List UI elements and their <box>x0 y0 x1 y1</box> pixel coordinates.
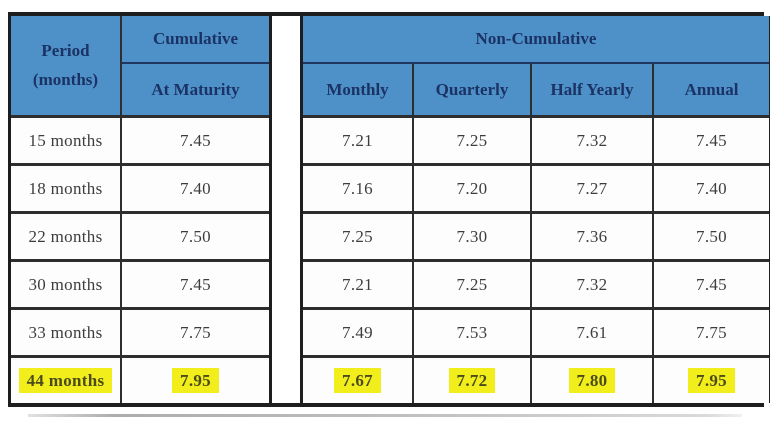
rate-value: 7.40 <box>696 179 727 198</box>
rate-value: 7.36 <box>576 227 608 246</box>
period-value: 18 months <box>28 179 103 198</box>
rate-value-highlighted: 7.95 <box>688 368 735 393</box>
rate-cell: 7.16 <box>303 163 412 211</box>
rate-cell: 7.32 <box>530 259 652 307</box>
rate-cell: 7.45 <box>120 115 269 163</box>
rate-value: 7.21 <box>342 131 373 150</box>
rate-cell: 7.53 <box>412 307 530 355</box>
rate-cell: 7.32 <box>530 115 652 163</box>
monthly-header-cell: Monthly <box>303 64 412 115</box>
period-value: 15 months <box>28 131 103 150</box>
rate-value: 7.16 <box>342 179 373 198</box>
table-shadow <box>28 414 742 417</box>
rate-value: 7.25 <box>342 227 373 246</box>
rate-value: 7.75 <box>696 323 727 342</box>
rate-value: 7.30 <box>456 227 488 246</box>
rate-cell: 7.40 <box>652 163 769 211</box>
rate-value: 7.40 <box>180 179 211 198</box>
non-cumulative-header-cell: Non-Cumulative <box>303 16 769 64</box>
rate-value: 7.21 <box>342 275 373 294</box>
rate-value: 7.50 <box>696 227 727 246</box>
rate-cell: 7.25 <box>412 115 530 163</box>
period-cell: 18 months <box>11 163 120 211</box>
rate-cell: 7.21 <box>303 259 412 307</box>
period-cell: 15 months <box>11 115 120 163</box>
rate-cell: 7.45 <box>120 259 269 307</box>
rate-value-highlighted: 7.67 <box>334 368 381 393</box>
rate-cell: 7.27 <box>530 163 652 211</box>
cumulative-table: Period (months) Cumulative At Maturity 1… <box>8 16 272 403</box>
rate-cell: 7.21 <box>303 115 412 163</box>
rate-cell: 7.40 <box>120 163 269 211</box>
cumulative-header-cell: Cumulative At Maturity <box>120 16 269 115</box>
rate-cell-highlighted: 7.67 <box>303 355 412 403</box>
rate-cell: 7.20 <box>412 163 530 211</box>
annual-header-cell: Annual <box>652 64 769 115</box>
rate-value: 7.75 <box>180 323 211 342</box>
period-header-line2: (months) <box>32 70 99 89</box>
rate-cell: 7.75 <box>120 307 269 355</box>
table-top-border <box>8 12 764 16</box>
table-bottom-border <box>8 403 764 407</box>
rate-cell-highlighted: 7.72 <box>412 355 530 403</box>
rate-value-highlighted: 7.95 <box>172 368 219 393</box>
quarterly-header-cell: Quarterly <box>412 64 530 115</box>
cumulative-group-label: Cumulative <box>122 16 269 64</box>
rate-cell: 7.25 <box>303 211 412 259</box>
rate-cell: 7.36 <box>530 211 652 259</box>
period-cell: 33 months <box>11 307 120 355</box>
rate-cell: 7.45 <box>652 259 769 307</box>
rate-cell-highlighted: 7.80 <box>530 355 652 403</box>
rate-value: 7.45 <box>696 275 727 294</box>
rate-value: 7.61 <box>576 323 608 342</box>
rate-value: 7.49 <box>342 323 373 342</box>
rate-cell: 7.45 <box>652 115 769 163</box>
rate-cell-highlighted: 7.95 <box>120 355 269 403</box>
rate-cell: 7.30 <box>412 211 530 259</box>
rate-cell: 7.50 <box>120 211 269 259</box>
period-cell-highlighted: 44 months <box>11 355 120 403</box>
period-header-line1: Period <box>41 41 90 60</box>
rate-value: 7.32 <box>576 131 608 150</box>
rate-value: 7.50 <box>180 227 211 246</box>
non-cumulative-table: Non-Cumulative Monthly Quarterly Half Ye… <box>300 16 770 403</box>
rate-value: 7.27 <box>576 179 608 198</box>
rate-value: 7.32 <box>576 275 608 294</box>
half-yearly-header-cell: Half Yearly <box>530 64 652 115</box>
rate-cell: 7.61 <box>530 307 652 355</box>
rate-value: 7.45 <box>180 131 211 150</box>
period-cell: 30 months <box>11 259 120 307</box>
rate-value: 7.20 <box>456 179 488 198</box>
rate-cell-highlighted: 7.95 <box>652 355 769 403</box>
rate-cell: 7.25 <box>412 259 530 307</box>
period-value: 30 months <box>28 275 103 294</box>
period-cell: 22 months <box>11 211 120 259</box>
rate-value-highlighted: 7.72 <box>448 368 496 393</box>
rate-value: 7.53 <box>456 323 488 342</box>
period-value: 22 months <box>28 227 103 246</box>
rate-value-highlighted: 7.80 <box>568 368 616 393</box>
period-value-highlighted: 44 months <box>18 368 113 393</box>
rate-value: 7.25 <box>456 131 488 150</box>
period-value: 33 months <box>28 323 103 342</box>
rate-cell: 7.50 <box>652 211 769 259</box>
period-header-cell: Period (months) <box>11 16 120 115</box>
rate-cell: 7.75 <box>652 307 769 355</box>
rate-value: 7.25 <box>456 275 488 294</box>
rate-value: 7.45 <box>696 131 727 150</box>
rate-cell: 7.49 <box>303 307 412 355</box>
at-maturity-label: At Maturity <box>151 80 240 99</box>
rate-value: 7.45 <box>180 275 211 294</box>
